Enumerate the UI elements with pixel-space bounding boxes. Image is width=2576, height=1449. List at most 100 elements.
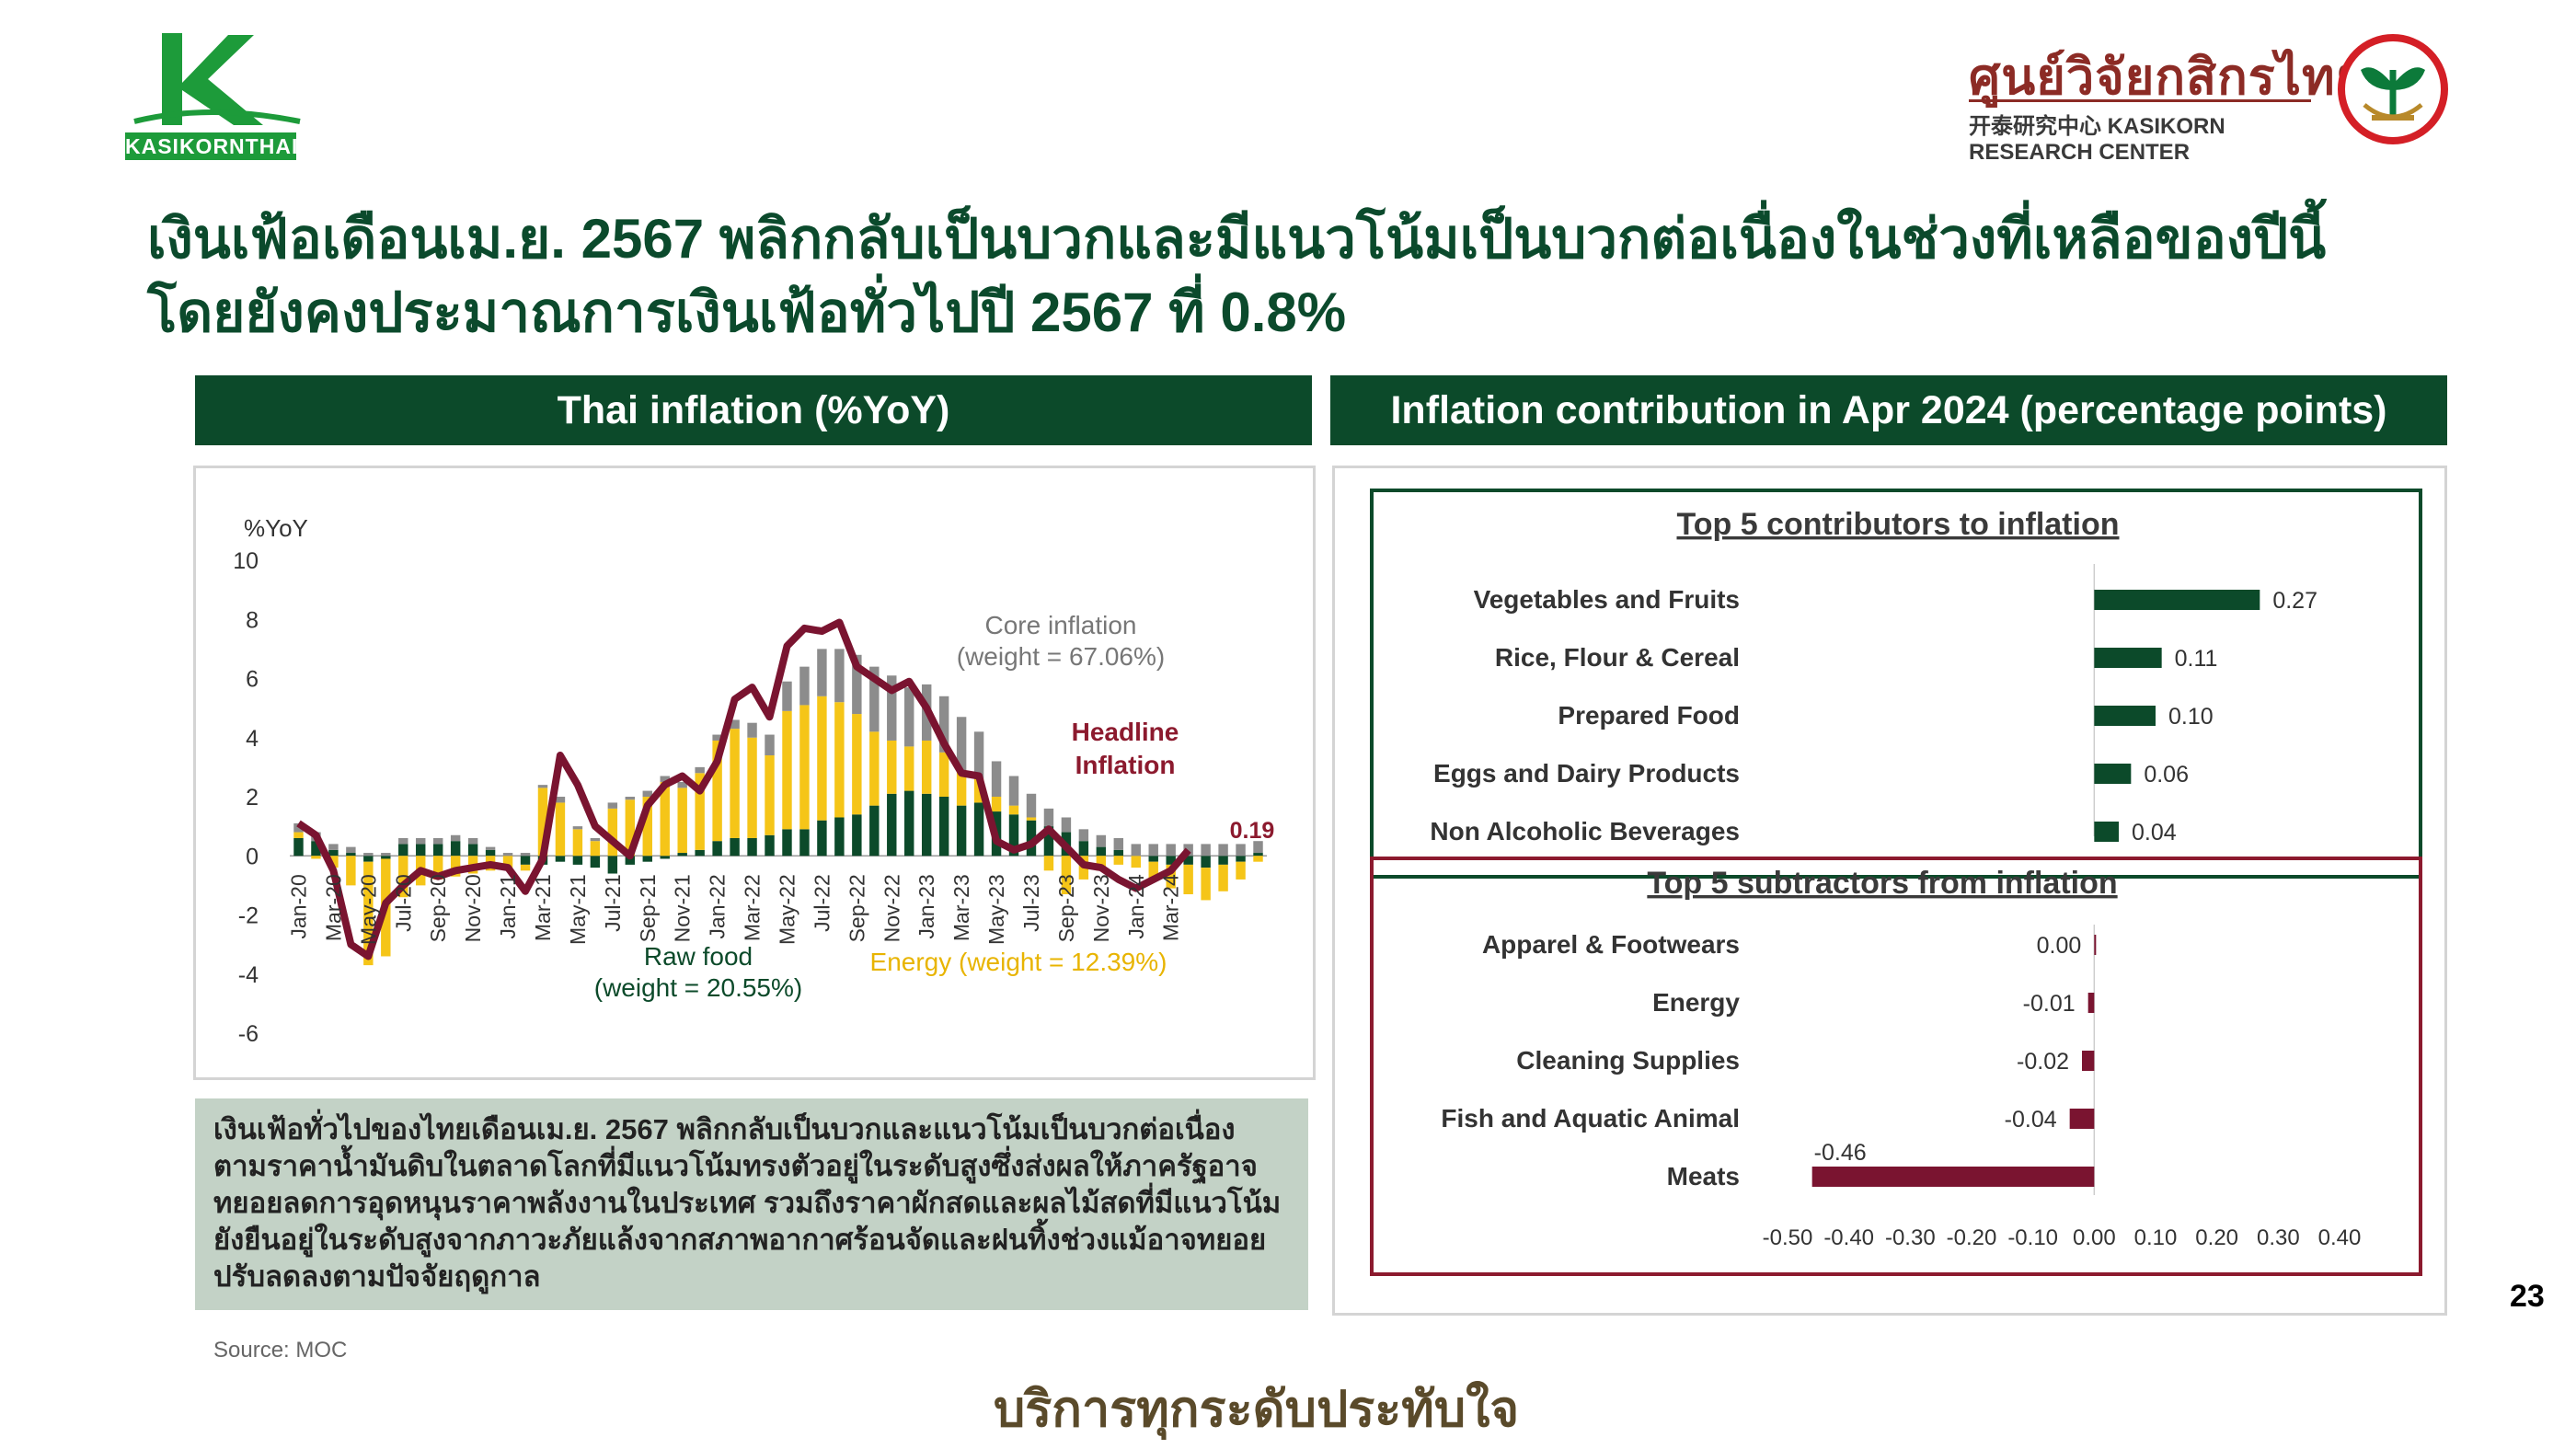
core-bar [1218,844,1228,857]
energy-bar [765,755,775,835]
contributor-value-label: 0.04 [2132,820,2177,845]
raw-food-bar [467,844,478,857]
subtractor-bar [2087,993,2095,1013]
energy-bar [677,788,687,854]
raw-food-bar [293,837,304,857]
core-bar [1148,844,1158,857]
contributor-value-label: 0.27 [2272,588,2317,614]
contributor-value-label: 0.11 [2175,646,2218,672]
x-tick-label: -0.40 [1823,1225,1874,1250]
x-tick-label: -0.10 [2007,1225,2058,1250]
raw-food-bar [834,817,845,857]
contributor-category: Eggs and Dairy Products [1433,759,1740,788]
raw-food-bar [363,856,374,862]
x-tick-label: -0.30 [1885,1225,1936,1250]
x-tick-label: May-22 [775,874,799,945]
raw-food-bar [1148,856,1158,862]
energy-bar [537,788,548,857]
raw-food-bar [869,805,880,857]
raw-food-bar [1078,841,1089,857]
y-tick-label: -2 [238,903,259,929]
raw-food-bar [712,841,722,857]
core-bar [660,776,670,782]
x-tick-label: Mar-24 [1159,874,1183,941]
headline-inflation-line [296,618,1191,960]
contributor-category: Non Alcoholic Beverages [1430,817,1740,845]
raw-food-bar [1008,814,1019,857]
core-bar [363,853,374,857]
x-tick-label: Sep-21 [636,874,660,942]
subtractor-value-label: -0.02 [2017,1049,2069,1075]
energy-bar [625,799,636,857]
x-tick-label: Jan-24 [1124,874,1148,939]
x-tick-label: 0.20 [2195,1225,2238,1250]
slogan: บริการทุกระดับประทับใจ [994,1382,1520,1437]
raw-food-bar [555,856,566,862]
page-number: 23 [2510,1279,2545,1314]
brand-right-thai: ศูนย์วิจัยกสิกรไทย [1969,50,2366,105]
subtractor-bar [2082,1051,2095,1071]
energy-bar [1183,864,1193,895]
x-tick-label: 0.30 [2257,1225,2300,1250]
subtractor-value-label: -0.04 [2005,1107,2057,1133]
core-bar [1131,844,1141,857]
core-bar [799,666,810,706]
energy-bar [852,714,862,815]
contributor-value-label: 0.06 [2144,762,2189,788]
core-bar [450,834,461,842]
energy-bar [1043,856,1054,871]
raw-food-bar [416,844,426,857]
core-bar [765,734,775,756]
energy-bar [1096,856,1107,871]
raw-food-bar [695,849,705,857]
x-tick-label: Mar-20 [321,874,345,941]
energy-bar [869,731,880,806]
core-bar [328,844,339,850]
subtractors-title: Top 5 subtractors from inflation [1647,866,2117,901]
subtractor-category: Fish and Aquatic Animal [1441,1104,1740,1133]
y-tick-label: 0 [246,844,259,869]
y-tick-label: 6 [246,667,259,693]
core-bar [1113,837,1124,850]
source-note: Source: MOC [213,1338,348,1363]
x-tick-label: May-23 [984,874,1008,945]
energy-bar [712,740,722,842]
x-tick-label: Nov-20 [461,874,485,942]
subtractor-category: Energy [1652,988,1740,1017]
core-bar [572,826,583,830]
contributors-box [1370,489,2422,879]
energy-bar [817,696,827,821]
core-bar [1201,844,1211,857]
core-bar [747,722,757,738]
raw-food-bar [956,805,967,857]
energy-bar [1253,856,1263,862]
subtractor-value-label: 0.00 [2037,933,2082,959]
core-label: Core inflation [985,611,1137,639]
raw-food-bar [346,853,356,857]
core-bar [1253,841,1263,854]
contributor-bar [2094,648,2162,668]
energy-bar [1236,861,1246,880]
energy-bar [346,856,356,886]
raw-food-bar [485,849,496,857]
core-bar [346,846,356,854]
raw-food-bar [1043,826,1054,857]
energy-bar [904,746,914,791]
raw-food-bar [642,856,652,862]
raw-food-bar [1253,853,1263,857]
raw-food-bar [381,856,391,859]
raw-food-bar [607,856,618,874]
raw-food-bar [572,856,583,865]
raw-food-bar [1113,849,1124,857]
raw-food-bar [1201,856,1211,868]
title-line-2: โดยยังคงประมาณการเงินเฟ้อทั่วไปปี 2567 ท… [147,282,1347,343]
subtractor-bar [2069,1109,2095,1129]
energy-bar [363,861,374,966]
subtractor-category: Meats [1667,1162,1740,1190]
core-bar [416,837,426,845]
x-tick-label: May-20 [356,874,380,945]
raw-food-bar [432,844,443,857]
raw-food-bar [799,829,810,857]
core-bar [520,853,531,857]
core-bar [904,687,914,747]
